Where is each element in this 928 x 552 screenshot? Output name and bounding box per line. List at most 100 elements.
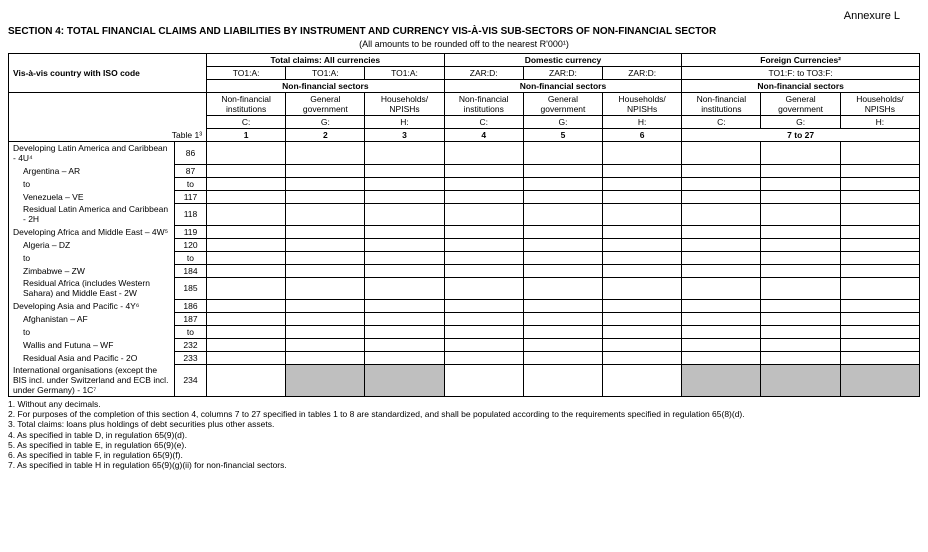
- data-cell: [444, 238, 523, 251]
- data-cell: [682, 338, 761, 351]
- data-cell: [840, 190, 919, 203]
- data-cell: [840, 299, 919, 312]
- data-cell: [523, 338, 602, 351]
- data-cell: [840, 325, 919, 338]
- data-cell: [761, 325, 840, 338]
- data-cell: [286, 164, 365, 177]
- row-code: 233: [174, 351, 206, 364]
- data-cell: [444, 225, 523, 238]
- data-cell: [444, 177, 523, 190]
- col-c3b: Households/ NPISHs: [603, 93, 682, 116]
- data-cell: [523, 164, 602, 177]
- data-cell: [761, 203, 840, 225]
- data-cell: [444, 277, 523, 299]
- g3-code: TO1:F: to TO3:F:: [682, 67, 920, 80]
- num2: 2: [286, 129, 365, 142]
- row-label: to: [9, 177, 175, 190]
- code-g-b: G:: [523, 116, 602, 129]
- data-cell: [207, 364, 286, 397]
- num4: 4: [444, 129, 523, 142]
- data-cell: [603, 225, 682, 238]
- data-cell: [603, 312, 682, 325]
- data-cell: [365, 251, 444, 264]
- table-ref: Table 1³: [9, 93, 207, 142]
- row-label: International organisations (except the …: [9, 364, 175, 397]
- data-cell: [365, 299, 444, 312]
- data-cell: [603, 238, 682, 251]
- code-c-b: C:: [444, 116, 523, 129]
- data-cell: [207, 264, 286, 277]
- data-cell: [365, 238, 444, 251]
- data-cell: [444, 312, 523, 325]
- data-cell: [444, 338, 523, 351]
- data-cell: [682, 364, 761, 397]
- data-cell: [761, 264, 840, 277]
- row-code: to: [174, 177, 206, 190]
- data-cell: [286, 312, 365, 325]
- sector3: Non-financial sectors: [682, 80, 920, 93]
- footnote-item: 1. Without any decimals.: [8, 399, 920, 409]
- data-cell: [603, 251, 682, 264]
- data-cell: [286, 190, 365, 203]
- data-cell: [603, 142, 682, 165]
- code-g-c: G:: [761, 116, 840, 129]
- data-cell: [603, 277, 682, 299]
- group2-title: Domestic currency: [444, 54, 682, 67]
- data-cell: [523, 190, 602, 203]
- data-cell: [682, 190, 761, 203]
- data-cell: [523, 251, 602, 264]
- data-cell: [603, 338, 682, 351]
- data-cell: [682, 277, 761, 299]
- row-label: Algeria – DZ: [9, 238, 175, 251]
- num5: 5: [523, 129, 602, 142]
- row-label: Residual Africa (includes Western Sahara…: [9, 277, 175, 299]
- data-cell: [286, 238, 365, 251]
- data-cell: [603, 203, 682, 225]
- annexure-label: Annexure L: [8, 10, 920, 22]
- data-cell: [207, 299, 286, 312]
- data-cell: [840, 312, 919, 325]
- data-cell: [761, 351, 840, 364]
- data-cell: [603, 177, 682, 190]
- data-cell: [207, 251, 286, 264]
- data-cell: [365, 142, 444, 165]
- data-cell: [682, 238, 761, 251]
- data-cell: [286, 277, 365, 299]
- data-cell: [523, 225, 602, 238]
- num7: 7 to 27: [682, 129, 920, 142]
- data-cell: [207, 312, 286, 325]
- sector1: Non-financial sectors: [207, 80, 445, 93]
- data-cell: [444, 142, 523, 165]
- num3: 3: [365, 129, 444, 142]
- data-cell: [840, 238, 919, 251]
- data-cell: [523, 312, 602, 325]
- data-cell: [286, 351, 365, 364]
- data-cell: [840, 225, 919, 238]
- data-cell: [761, 238, 840, 251]
- data-cell: [286, 142, 365, 165]
- data-cell: [840, 251, 919, 264]
- data-cell: [365, 364, 444, 397]
- footnote-item: 6. As specified in table F, in regulatio…: [8, 450, 920, 460]
- data-cell: [444, 299, 523, 312]
- data-cell: [365, 190, 444, 203]
- row-label: Residual Latin America and Caribbean - 2…: [9, 203, 175, 225]
- data-cell: [840, 277, 919, 299]
- data-cell: [523, 277, 602, 299]
- data-cell: [444, 203, 523, 225]
- data-cell: [840, 338, 919, 351]
- row-label: Residual Asia and Pacific - 2O: [9, 351, 175, 364]
- row-code: to: [174, 325, 206, 338]
- g1-code1: TO1:A:: [286, 67, 365, 80]
- col-c3a: Households/ NPISHs: [365, 93, 444, 116]
- row-code: 234: [174, 364, 206, 397]
- row-code: 117: [174, 190, 206, 203]
- data-cell: [286, 264, 365, 277]
- data-cell: [523, 325, 602, 338]
- col-c2b: General government: [523, 93, 602, 116]
- section-title: SECTION 4: TOTAL FINANCIAL CLAIMS AND LI…: [8, 26, 920, 37]
- data-cell: [286, 225, 365, 238]
- row-label: to: [9, 251, 175, 264]
- row-label: Developing Latin America and Caribbean -…: [9, 142, 175, 165]
- data-cell: [207, 142, 286, 165]
